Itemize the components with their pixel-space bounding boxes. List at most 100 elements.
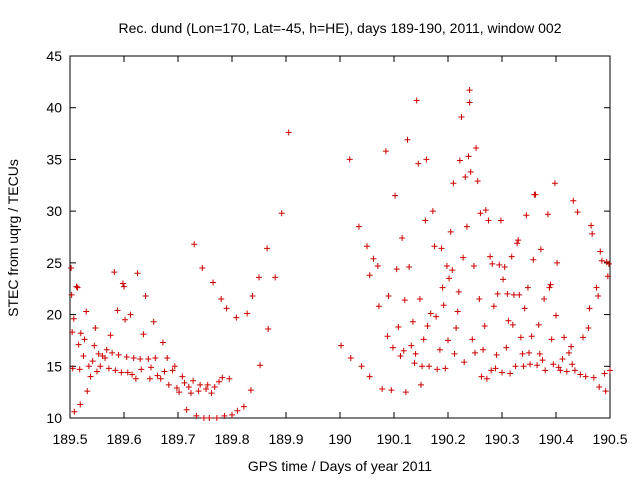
data-point: [366, 373, 373, 380]
data-point: [481, 322, 488, 329]
y-tick-label: 10: [46, 410, 62, 426]
data-point: [422, 217, 429, 224]
data-point: [605, 260, 612, 267]
data-point: [107, 332, 114, 339]
data-point: [208, 390, 215, 397]
data-point: [370, 255, 377, 262]
data-point: [171, 363, 178, 370]
data-point: [185, 383, 192, 390]
data-point: [389, 344, 396, 351]
data-point: [527, 361, 534, 368]
data-point: [204, 381, 211, 388]
data-point: [257, 362, 264, 369]
data-point: [402, 389, 409, 396]
data-point: [419, 363, 426, 370]
data-point: [535, 321, 542, 328]
data-point: [256, 274, 262, 281]
data-point: [589, 230, 596, 237]
data-point: [176, 389, 183, 396]
data-point: [477, 210, 484, 217]
data-point: [485, 217, 492, 224]
data-point: [541, 296, 548, 303]
data-point: [523, 212, 530, 219]
data-point: [517, 334, 524, 341]
data-point: [455, 288, 462, 295]
data-point: [461, 359, 468, 366]
data-point: [586, 305, 593, 312]
data-point: [127, 311, 134, 318]
data-point: [392, 192, 399, 199]
data-point: [123, 353, 130, 360]
data-point: [404, 136, 411, 143]
data-point: [130, 355, 137, 362]
data-point: [494, 290, 501, 297]
data-point: [164, 355, 171, 362]
data-point: [364, 243, 370, 250]
data-point: [159, 339, 166, 346]
data-point: [451, 350, 458, 357]
y-axis-label: STEC from uqrg / TECUs: [5, 159, 21, 317]
data-point: [607, 367, 613, 374]
data-point: [515, 237, 522, 244]
data-point: [472, 349, 478, 356]
data-point: [375, 303, 382, 310]
data-point: [557, 367, 564, 374]
data-point: [598, 257, 605, 264]
data-point: [469, 336, 476, 343]
data-point: [400, 347, 407, 354]
data-point: [234, 407, 241, 414]
data-point: [115, 351, 122, 358]
data-point: [539, 357, 546, 364]
data-point: [534, 362, 541, 369]
x-tick-label: 190.2: [430, 431, 465, 447]
data-point: [138, 366, 145, 373]
data-point: [91, 342, 98, 349]
data-point: [411, 360, 418, 367]
data-point: [85, 363, 92, 370]
x-tick-label: 189.7: [160, 431, 195, 447]
data-point: [105, 365, 112, 372]
data-point: [456, 157, 463, 164]
data-point: [221, 412, 228, 419]
y-tick-label: 20: [46, 307, 62, 323]
data-point: [114, 307, 121, 314]
y-tick-label: 25: [46, 255, 62, 271]
data-point: [77, 401, 84, 408]
data-point: [597, 248, 604, 255]
x-tick-label: 189.8: [214, 431, 249, 447]
data-point: [338, 342, 345, 349]
data-point: [264, 245, 271, 252]
data-point: [393, 266, 400, 273]
data-point: [532, 191, 539, 198]
data-point: [521, 305, 528, 312]
data-point: [462, 174, 469, 181]
data-point: [571, 367, 578, 374]
data-point: [73, 283, 80, 290]
data-point: [568, 343, 575, 350]
data-point: [542, 367, 549, 374]
x-tick-label: 189.6: [106, 431, 141, 447]
data-point: [278, 210, 285, 217]
data-point: [219, 374, 226, 381]
data-point: [152, 355, 159, 362]
data-point: [577, 371, 584, 378]
x-tick-label: 190: [328, 431, 352, 447]
data-point: [493, 351, 500, 358]
data-points: [68, 87, 613, 421]
data-point: [429, 208, 436, 215]
data-point: [137, 356, 144, 363]
data-point: [561, 334, 568, 341]
data-point: [77, 330, 84, 337]
data-point: [470, 262, 477, 269]
data-point: [508, 253, 515, 260]
data-point: [593, 284, 600, 291]
data-point: [574, 209, 581, 216]
data-point: [585, 325, 592, 332]
data-point: [69, 365, 76, 372]
data-point: [413, 97, 420, 104]
data-point: [499, 369, 505, 376]
data-point: [183, 406, 190, 413]
data-point: [546, 284, 553, 291]
data-point: [528, 333, 535, 340]
data-point: [412, 350, 419, 357]
